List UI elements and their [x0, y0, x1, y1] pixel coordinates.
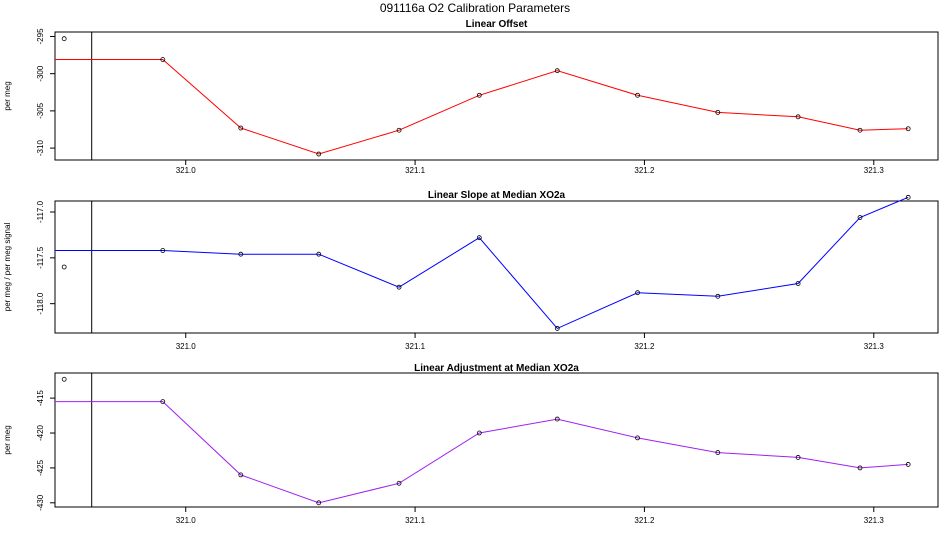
linear-adjustment-outlier-point	[61, 376, 67, 382]
linear-adjustment-data-point	[715, 450, 721, 455]
linear-adjustment-data-point	[635, 435, 640, 441]
linear-adjustment-data-point	[857, 465, 863, 471]
linear-slope-frame	[54, 200, 939, 334]
linear-slope-data-point	[795, 281, 801, 286]
linear-adjustment-data-point	[396, 480, 402, 486]
linear-offset-data-point	[715, 109, 721, 115]
linear-slope-title: Linear Slope at Median XO2a	[428, 190, 566, 201]
linear-slope-ytick-label: -118.0	[36, 292, 45, 315]
panel-linear-offset: Linear Offset 321.0 321.1 321.2 321.3 -295 -30…	[3, 19, 939, 175]
linear-slope-xtick-label: 321.0	[176, 342, 197, 351]
linear-offset-data-point	[316, 151, 322, 157]
linear-offset-data-point	[476, 92, 482, 98]
linear-slope-data-point	[476, 235, 482, 241]
linear-slope-ytick-label: -117.0	[36, 200, 45, 223]
linear-adjustment-data-point	[160, 399, 166, 405]
linear-slope-data-point	[316, 251, 322, 257]
linear-adjustment-title: Linear Adjustment at Median XO2a	[414, 363, 579, 374]
linear-adjustment-ylabel: per meg	[3, 425, 12, 454]
linear-offset-data-point	[905, 126, 911, 132]
linear-adjustment-data-point	[554, 416, 560, 422]
linear-offset-ytick-label: -300	[36, 65, 45, 82]
linear-adjustment-data-point	[238, 472, 244, 478]
linear-slope-data-point	[857, 215, 863, 220]
linear-adjustment-ytick-label: -425	[36, 459, 45, 476]
linear-offset-title: Linear Offset	[466, 19, 528, 30]
linear-adjustment-data-point	[905, 462, 911, 467]
linear-slope-ytick-label: -117.5	[36, 246, 45, 269]
linear-slope-data-point	[238, 251, 244, 257]
linear-offset-xtick-label: 321.1	[405, 166, 426, 175]
linear-offset-series-line	[55, 59, 909, 155]
linear-offset-xtick-label: 321.0	[176, 166, 197, 175]
linear-offset-ytick-label: -295	[36, 28, 45, 45]
linear-adjustment-data-point	[316, 500, 322, 506]
linear-slope-data-point	[715, 293, 721, 299]
panel-linear-slope: Linear Slope at Median XO2a 321.0 321.1 321…	[3, 190, 939, 351]
linear-slope-data-point	[905, 194, 911, 200]
linear-offset-xtick-label: 321.2	[634, 166, 655, 175]
panel-linear-adjustment: Linear Adjustment at Median XO2a 321.0 321…	[3, 363, 939, 525]
linear-offset-outlier-point	[61, 36, 67, 42]
linear-adjustment-ytick-label: -430	[36, 494, 45, 511]
linear-offset-data-point	[238, 125, 244, 131]
linear-slope-xtick-label: 321.1	[405, 342, 426, 351]
linear-adjustment-data-point	[795, 455, 801, 460]
linear-adjustment-ytick-label: -415	[36, 390, 45, 407]
main-title: 091116a O2 Calibration Parameters	[380, 1, 570, 15]
linear-offset-ytick-label: -310	[36, 140, 45, 157]
linear-offset-frame	[54, 31, 939, 161]
linear-offset-data-point	[160, 57, 166, 62]
linear-slope-data-point	[554, 326, 560, 331]
linear-adjustment-ytick-label: -420	[36, 424, 45, 441]
linear-adjustment-data-point	[476, 430, 482, 436]
linear-offset-ytick-label: -305	[36, 102, 45, 119]
linear-adjustment-xtick-label: 321.2	[634, 516, 655, 525]
linear-adjustment-xtick-label: 321.3	[864, 516, 885, 525]
linear-offset-data-point	[396, 127, 402, 133]
linear-offset-data-point	[795, 114, 801, 120]
linear-slope-series-line	[55, 196, 909, 330]
linear-slope-xtick-label: 321.2	[634, 342, 655, 351]
linear-offset-xtick-label: 321.3	[864, 166, 885, 175]
linear-offset-data-point	[857, 127, 863, 133]
linear-slope-ylabel: per meg / per meg signal	[3, 223, 12, 312]
linear-slope-data-point	[160, 248, 166, 253]
linear-slope-xtick-label: 321.3	[864, 342, 885, 351]
linear-adjustment-frame	[54, 372, 939, 508]
linear-adjustment-xtick-label: 321.1	[405, 516, 426, 525]
linear-adjustment-xtick-label: 321.0	[176, 516, 197, 525]
linear-offset-ylabel: per meg	[3, 81, 12, 110]
linear-offset-data-point	[635, 92, 640, 98]
linear-adjustment-series-line	[55, 401, 909, 504]
linear-slope-data-point	[396, 284, 402, 290]
linear-slope-outlier-point	[61, 264, 67, 270]
linear-offset-data-point	[554, 68, 560, 74]
linear-slope-data-point	[635, 290, 640, 296]
